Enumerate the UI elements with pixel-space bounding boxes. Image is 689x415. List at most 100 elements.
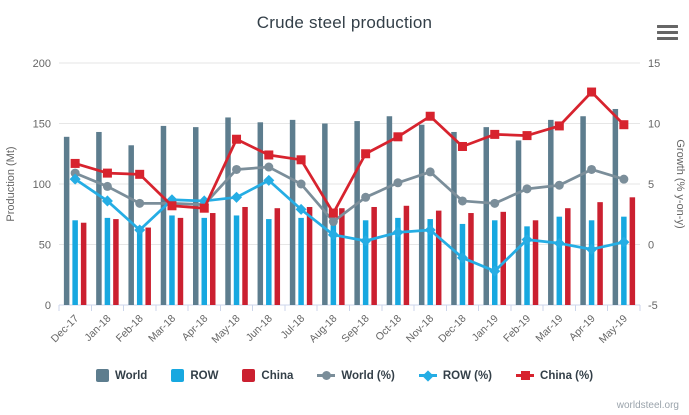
marker-world-pct-Nov-18[interactable] <box>425 167 435 177</box>
bar-world-Jul-18[interactable] <box>289 119 296 306</box>
marker-world-pct-Sep-18[interactable] <box>361 192 371 202</box>
bar-world-May-18[interactable] <box>225 117 231 305</box>
marker-world-pct-Dec-18[interactable] <box>457 196 467 206</box>
marker-world-pct-May-19[interactable] <box>619 174 629 184</box>
bar-world-Dec-17[interactable] <box>63 136 70 305</box>
bar-china-Mar-18[interactable] <box>177 217 184 305</box>
bar-world-Apr-19[interactable] <box>580 116 586 306</box>
legend-item-china-pct[interactable]: China (%) <box>516 369 593 382</box>
marker-china-pct-May-18[interactable] <box>232 134 242 144</box>
marker-row-pct-May-19[interactable] <box>618 236 630 248</box>
bar-row-Dec-17[interactable] <box>72 220 78 305</box>
marker-world-pct-Mar-19[interactable] <box>554 180 564 190</box>
bar-row-Apr-19[interactable] <box>588 220 595 305</box>
marker-china-pct-Feb-19[interactable] <box>522 131 532 141</box>
marker-china-pct-Dec-18[interactable] <box>457 141 467 151</box>
marker-china-pct-Nov-18[interactable] <box>425 111 435 121</box>
marker-row-pct-Mar-19[interactable] <box>553 237 565 249</box>
marker-world-pct-Oct-18[interactable] <box>393 178 403 188</box>
marker-world-pct-Jan-19[interactable] <box>490 198 500 208</box>
bar-china-Jan-18[interactable] <box>113 219 119 305</box>
bar-row-Jun-18[interactable] <box>266 219 272 305</box>
marker-china-pct-Apr-18[interactable] <box>199 203 209 213</box>
bar-row-Nov-18[interactable] <box>427 219 433 305</box>
bar-china-Jun-18[interactable] <box>274 208 281 305</box>
marker-world-pct-Dec-17[interactable] <box>70 168 80 178</box>
line-row-pct[interactable] <box>73 177 626 273</box>
bar-china-Apr-18[interactable] <box>210 213 216 305</box>
bar-china-Dec-17[interactable] <box>80 222 87 305</box>
bar-row-Jul-18[interactable] <box>298 217 304 305</box>
bar-world-Feb-18[interactable] <box>128 145 134 305</box>
bar-china-Dec-18[interactable] <box>468 213 474 305</box>
legend-item-world[interactable]: World <box>95 369 147 382</box>
bar-row-Mar-19[interactable] <box>556 216 563 305</box>
line-china-pct[interactable] <box>73 90 626 215</box>
bar-row-Apr-18[interactable] <box>201 217 208 305</box>
marker-row-pct-Apr-19[interactable] <box>586 243 598 255</box>
marker-row-pct-Jan-18[interactable] <box>101 195 113 207</box>
bar-china-Jul-18[interactable] <box>306 206 313 305</box>
marker-china-pct-Jan-19[interactable] <box>490 129 500 139</box>
marker-china-pct-Apr-19[interactable] <box>587 87 597 97</box>
bar-world-Oct-18[interactable] <box>386 116 393 306</box>
marker-world-pct-Jul-18[interactable] <box>296 179 306 189</box>
marker-row-pct-Jan-19[interactable] <box>489 265 501 277</box>
bar-china-Sep-18[interactable] <box>371 206 377 305</box>
marker-world-pct-Apr-19[interactable] <box>587 164 597 174</box>
marker-china-pct-Feb-18[interactable] <box>135 169 145 179</box>
marker-row-pct-Dec-18[interactable] <box>456 252 468 264</box>
marker-china-pct-Oct-18[interactable] <box>393 132 403 142</box>
bar-china-Oct-18[interactable] <box>403 205 410 305</box>
bar-row-Mar-18[interactable] <box>169 215 175 305</box>
marker-row-pct-Oct-18[interactable] <box>392 226 404 238</box>
bar-row-Oct-18[interactable] <box>395 217 401 305</box>
bar-row-Sep-18[interactable] <box>362 220 369 305</box>
bar-world-May-19[interactable] <box>612 108 619 305</box>
marker-row-pct-Sep-18[interactable] <box>360 235 372 247</box>
marker-world-pct-Jan-18[interactable] <box>102 181 112 191</box>
bar-china-Jan-19[interactable] <box>500 211 507 305</box>
bar-world-Jun-18[interactable] <box>257 122 264 305</box>
bar-china-Apr-19[interactable] <box>597 202 603 305</box>
marker-world-pct-Aug-18[interactable] <box>328 217 338 227</box>
legend-item-world-pct[interactable]: World (%) <box>317 369 395 382</box>
marker-china-pct-May-19[interactable] <box>619 120 629 130</box>
bar-world-Nov-18[interactable] <box>418 124 425 306</box>
bar-row-Aug-18[interactable] <box>330 219 337 305</box>
marker-world-pct-Feb-19[interactable] <box>522 184 532 194</box>
bar-china-May-18[interactable] <box>242 206 248 305</box>
marker-china-pct-Mar-18[interactable] <box>167 201 177 211</box>
bar-china-Mar-19[interactable] <box>565 208 571 305</box>
marker-row-pct-Feb-18[interactable] <box>134 224 146 236</box>
bar-china-Aug-18[interactable] <box>339 208 345 305</box>
marker-china-pct-Sep-18[interactable] <box>361 149 371 159</box>
bar-china-Nov-18[interactable] <box>435 210 442 305</box>
marker-china-pct-Aug-18[interactable] <box>328 208 338 218</box>
marker-china-pct-Mar-19[interactable] <box>554 121 564 131</box>
bar-world-Mar-18[interactable] <box>160 125 167 305</box>
bar-world-Apr-18[interactable] <box>193 127 199 305</box>
marker-row-pct-May-18[interactable] <box>231 191 243 203</box>
marker-world-pct-May-18[interactable] <box>232 164 242 174</box>
bar-china-Feb-19[interactable] <box>532 220 539 305</box>
bar-row-May-19[interactable] <box>621 216 627 305</box>
marker-row-pct-Feb-19[interactable] <box>521 234 533 246</box>
bar-world-Aug-18[interactable] <box>322 123 328 306</box>
legend-item-china[interactable]: China <box>242 369 293 382</box>
bar-world-Mar-19[interactable] <box>548 119 554 306</box>
bar-row-Feb-19[interactable] <box>524 226 530 305</box>
bar-world-Jan-19[interactable] <box>483 127 490 305</box>
marker-row-pct-Dec-17[interactable] <box>69 173 81 185</box>
legend-item-row-pct[interactable]: ROW (%) <box>418 369 492 382</box>
bar-row-Jan-18[interactable] <box>104 217 111 305</box>
bar-world-Feb-19[interactable] <box>515 140 522 305</box>
marker-row-pct-Jun-18[interactable] <box>263 174 275 186</box>
bar-world-Dec-18[interactable] <box>451 131 457 305</box>
bar-row-Jan-19[interactable] <box>492 220 498 305</box>
marker-world-pct-Jun-18[interactable] <box>264 162 274 172</box>
bar-world-Sep-18[interactable] <box>354 121 360 305</box>
marker-china-pct-Dec-17[interactable] <box>70 158 80 168</box>
marker-china-pct-Jul-18[interactable] <box>296 155 306 165</box>
bar-row-May-18[interactable] <box>233 215 240 305</box>
